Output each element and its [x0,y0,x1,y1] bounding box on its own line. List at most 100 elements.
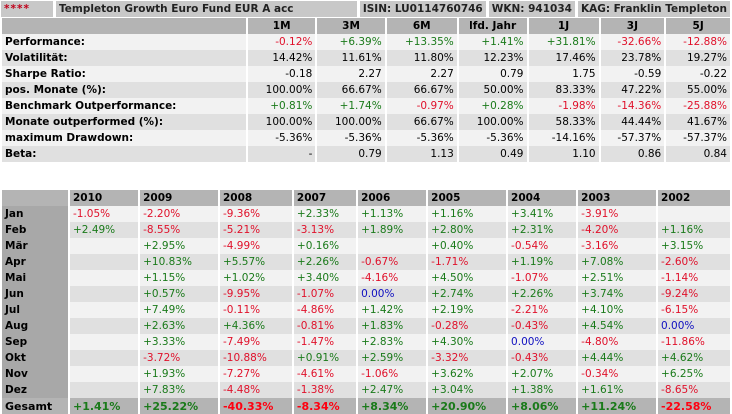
stat-value: 44.44% [600,114,665,130]
monthly-return: -1.71% [428,254,507,270]
stat-value: 0.49 [458,146,527,162]
stat-value: -5.36% [458,130,527,146]
monthly-return: +1.16% [658,222,730,238]
monthly-return: +2.95% [140,238,218,254]
monthly-return: +4.62% [658,350,730,366]
year-header-2007: 2007 [293,190,357,206]
row-label: Beta: [2,146,246,162]
stat-value: 47.22% [600,82,665,98]
stat-value: +0.28% [458,98,527,114]
monthly-returns-table: 2010 2009 2008 2007 2006 2005 2004 2003 2002 Jan… [0,190,732,414]
monthly-return: +4.54% [578,318,657,334]
monthly-return: +1.83% [358,318,427,334]
yearly-total: -40.33% [219,398,292,414]
yearly-total: +1.41% [70,398,139,414]
month-row: Feb +2.49% -8.55% -5.21% -3.13% +1.89% +2.80% +… [2,222,730,238]
column-header-3m: 3M [317,18,385,34]
stat-value: 66.67% [317,82,385,98]
stat-value: 2.27 [317,66,385,82]
month-row: Apr +10.83% +5.57% +2.26% -0.67% -1.71% +1.19%… [2,254,730,270]
column-header-6m: 6M [386,18,457,34]
monthly-return: +0.40% [428,238,507,254]
monthly-return: +1.93% [140,366,218,382]
stat-value: 0.79 [317,146,385,162]
year-header-2010: 2010 [70,190,139,206]
monthly-return: -8.55% [140,222,218,238]
stat-value: 17.46% [528,50,599,66]
month-label: Feb [2,222,68,238]
monthly-return: -5.21% [219,222,292,238]
stat-value: 100.00% [248,114,316,130]
total-label: Gesamt [2,398,68,414]
monthly-return: -7.27% [219,366,292,382]
yearly-total: +20.90% [428,398,507,414]
monthly-return: +2.51% [578,270,657,286]
month-label: Jul [2,302,68,318]
stat-value: +0.81% [248,98,316,114]
fund-name: Templeton Growth Euro Fund EUR A acc [56,1,357,17]
stats-row: Monate outperformed (%): 100.00% 100.00% 66… [2,114,730,130]
stats-row: pos. Monate (%): 100.00% 66.67% 66.67% 50.00… [2,82,730,98]
stat-value: 19.27% [666,50,730,66]
stat-value: 100.00% [317,114,385,130]
yearly-total: +8.34% [358,398,427,414]
monthly-return: -3.13% [293,222,357,238]
row-label: maximum Drawdown: [2,130,246,146]
stat-value: -57.37% [666,130,730,146]
row-label: Volatilität: [2,50,246,66]
monthly-return [70,238,139,254]
stat-value: 11.61% [317,50,385,66]
monthly-return: -4.48% [219,382,292,398]
monthly-return: -9.95% [219,286,292,302]
yearly-total: +25.22% [140,398,218,414]
monthly-return: -9.24% [658,286,730,302]
month-label: Okt [2,350,68,366]
monthly-return: +2.26% [293,254,357,270]
stat-value: -25.88% [666,98,730,114]
monthly-return: -1.38% [293,382,357,398]
monthly-return: -2.20% [140,206,218,222]
monthly-return: -3.91% [578,206,657,222]
month-label: Sep [2,334,68,350]
monthly-return: -1.06% [358,366,427,382]
month-row: Aug +2.63% +4.36% -0.81% +1.83% -0.28% -0.43% +… [2,318,730,334]
monthly-return: -10.88% [219,350,292,366]
monthly-return: -0.28% [428,318,507,334]
yearly-total: -8.34% [293,398,357,414]
monthly-return: +1.16% [428,206,507,222]
yearly-total: +11.24% [578,398,657,414]
year-header-2002: 2002 [658,190,730,206]
row-label: Monate outperformed (%): [2,114,246,130]
monthly-return: +1.02% [219,270,292,286]
stat-value: +1.74% [317,98,385,114]
stat-value: 1.13 [386,146,457,162]
monthly-return: -0.81% [293,318,357,334]
monthly-return: +2.07% [508,366,577,382]
stat-value: -32.66% [600,34,665,50]
month-row: Jun +0.57% -9.95% -1.07% 0.00% +2.74% +2.26% +3… [2,286,730,302]
year-header-2006: 2006 [358,190,427,206]
isin: ISIN: LU0114760746 [359,1,486,17]
monthly-return: -0.11% [219,302,292,318]
monthly-return: -1.47% [293,334,357,350]
monthly-return: -4.20% [578,222,657,238]
stats-header-blank [2,18,246,34]
month-label: Mai [2,270,68,286]
month-row: Dez +7.83% -4.48% -1.38% +2.47% +3.04% +1.38% +… [2,382,730,398]
monthly-return [658,206,730,222]
stats-row: Volatilität: 14.42% 11.61% 11.80% 12.23% 17.4… [2,50,730,66]
stat-value: +1.41% [458,34,527,50]
monthly-return: -4.61% [293,366,357,382]
monthly-return: -1.05% [70,206,139,222]
month-row: Mär +2.95% -4.99% +0.16% +0.40% -0.54% -3.16% +… [2,238,730,254]
monthly-return: -1.07% [293,286,357,302]
stat-value: -1.98% [528,98,599,114]
monthly-return: +1.19% [508,254,577,270]
monthly-return: +4.30% [428,334,507,350]
monthly-return: +4.36% [219,318,292,334]
month-row: Jan -1.05% -2.20% -9.36% +2.33% +1.13% +1.16% +… [2,206,730,222]
monthly-return: -3.32% [428,350,507,366]
monthly-return [70,254,139,270]
stat-value: 11.80% [386,50,457,66]
monthly-return: +1.13% [358,206,427,222]
